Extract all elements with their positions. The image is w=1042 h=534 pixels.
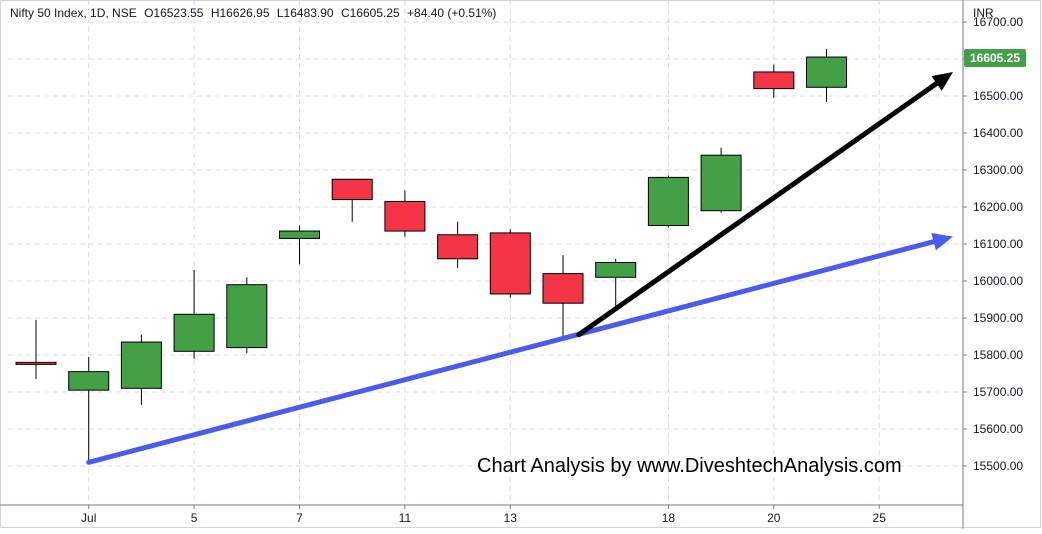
y-tick-label-16200: 16200.00 xyxy=(973,200,1023,214)
candle-body-10 xyxy=(542,273,584,304)
y-tick-label-15700: 15700.00 xyxy=(973,385,1023,399)
y-tick-label-16000: 16000.00 xyxy=(973,274,1023,288)
legend-low: L16483.90 xyxy=(276,6,334,20)
candle-body-0 xyxy=(15,361,57,365)
y-tick-label-16700: 16700.00 xyxy=(973,15,1023,29)
candle-body-9 xyxy=(489,232,531,295)
legend-symbol: Nifty 50 Index, 1D, NSE xyxy=(10,6,137,20)
candle-0 xyxy=(15,319,57,380)
candle-1 xyxy=(68,356,110,463)
currency-label: INR xyxy=(973,6,994,20)
watermark-text: Chart Analysis by www.DiveshtechAnalysis… xyxy=(477,455,902,477)
candle-layer xyxy=(15,49,847,463)
candle-body-14 xyxy=(753,71,795,90)
blue-trendline-arrowhead xyxy=(931,232,953,251)
y-tick-label-16100: 16100.00 xyxy=(973,237,1023,251)
x-tick-label-11: 11 xyxy=(399,511,412,525)
candle-10 xyxy=(542,255,584,337)
candle-8 xyxy=(437,221,479,269)
candle-14 xyxy=(753,64,795,98)
x-tick-label-18: 18 xyxy=(662,511,676,525)
candle-12 xyxy=(647,175,689,228)
blue-trendline xyxy=(86,232,953,465)
y-tick-label-16400: 16400.00 xyxy=(973,126,1023,140)
candle-3 xyxy=(173,269,215,359)
candle-body-12 xyxy=(647,176,689,226)
candle-body-4 xyxy=(226,284,268,349)
candle-6 xyxy=(331,178,373,222)
x-tick-label-25: 25 xyxy=(873,511,887,525)
blue-trendline-line xyxy=(86,239,937,465)
legend-open: O16523.55 xyxy=(144,6,204,20)
candle-body-8 xyxy=(437,234,479,260)
legend-close: C16605.25 xyxy=(340,6,400,20)
y-tick-label-15600: 15600.00 xyxy=(973,422,1023,436)
x-tick-label-20: 20 xyxy=(767,511,781,525)
candle-9 xyxy=(489,229,531,298)
candle-4 xyxy=(226,277,268,354)
candle-15 xyxy=(806,49,847,102)
y-tick-label-15800: 15800.00 xyxy=(973,348,1023,362)
x-tick-label-13: 13 xyxy=(504,511,518,525)
legend-high: H16626.95 xyxy=(210,6,270,20)
last-price-badge: 16605.25 xyxy=(964,49,1026,67)
candle-body-15 xyxy=(806,56,847,88)
y-tick-label-16300: 16300.00 xyxy=(973,163,1023,177)
legend-change: +84.40 (+0.51%) xyxy=(407,6,497,20)
candle-2 xyxy=(120,334,162,405)
candle-7 xyxy=(384,190,426,237)
x-tick-label-Jul: Jul xyxy=(81,511,96,525)
candle-body-13 xyxy=(700,154,742,212)
x-tick-label-5: 5 xyxy=(191,511,198,525)
y-tick-label-15900: 15900.00 xyxy=(973,311,1023,325)
candle-body-1 xyxy=(68,371,110,391)
y-tick-label-16500: 16500.00 xyxy=(973,89,1023,103)
candle-body-3 xyxy=(173,313,215,352)
candle-body-2 xyxy=(120,341,162,389)
x-tick-label-7: 7 xyxy=(296,511,303,525)
candle-body-5 xyxy=(279,230,320,239)
black-trendline-line xyxy=(576,80,940,338)
symbol-legend: Nifty 50 Index, 1D, NSE O16523.55 H16626… xyxy=(10,6,500,20)
candle-body-7 xyxy=(384,200,426,232)
candle-5 xyxy=(279,225,320,265)
black-trendline-arrowhead xyxy=(931,71,953,91)
y-tick-label-15500: 15500.00 xyxy=(973,459,1023,473)
trendline-layer xyxy=(86,71,953,465)
candle-11 xyxy=(595,258,637,309)
candle-13 xyxy=(700,147,742,213)
black-trendline xyxy=(576,71,953,338)
candle-body-11 xyxy=(595,262,637,278)
candle-body-6 xyxy=(331,178,373,201)
